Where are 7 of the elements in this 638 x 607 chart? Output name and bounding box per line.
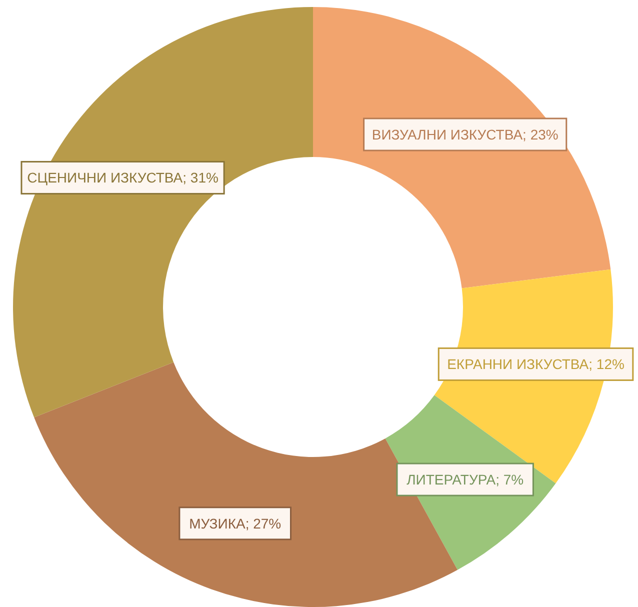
slice-label: СЦЕНИЧНИ ИЗКУСТВА; 31% [27,170,218,186]
donut-slice [13,7,313,418]
slice-label: ЛИТЕРАТУРА; 7% [406,472,524,488]
slice-label: МУЗИКА; 27% [189,515,282,532]
slice-label: ЕКРАННИ ИЗКУСТВА; 12% [447,356,624,372]
slice-label: ВИЗУАЛНИ ИЗКУСТВА; 23% [372,126,558,142]
donut-slice [313,7,611,288]
